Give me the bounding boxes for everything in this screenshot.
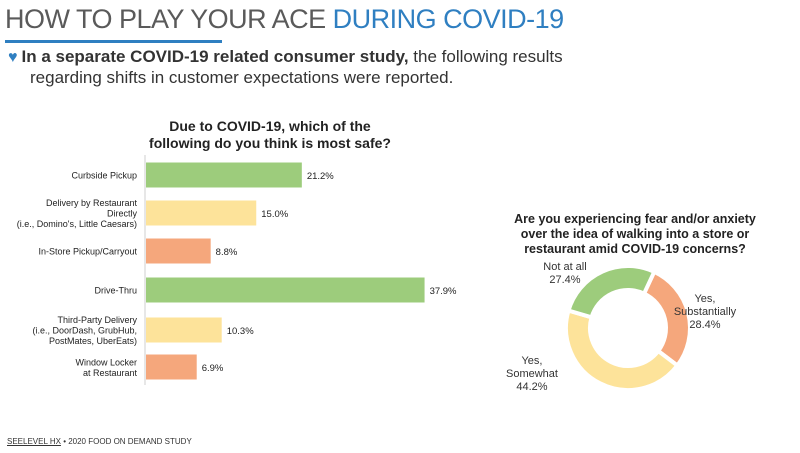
intro-rest: the following results — [413, 47, 563, 66]
bar-value-label: 6.9% — [202, 363, 224, 374]
donut-slice-label: Not at all 27.4% — [543, 261, 586, 286]
bar-category-label: Delivery by Restaurant Directly (i.e., Dom… — [17, 198, 138, 229]
intro-bold: In a separate COVID-19 related consumer … — [21, 47, 409, 66]
donut-chart: Yes, Substantially 28.4% Yes, Somewhat 44.2% N… — [506, 261, 737, 393]
bar — [146, 354, 197, 380]
bar-category-label: Drive-Thru — [94, 286, 137, 296]
footer: SEELEVEL HX • 2020 FOOD ON DEMAND STUDY — [7, 437, 192, 446]
bar — [146, 317, 222, 343]
donut-chart-title: Are you experiencing fear and/or anxiety… — [500, 212, 770, 257]
bar-category-label: Third-Party Delivery (i.e., DoorDash, Gru… — [32, 315, 137, 346]
bar — [146, 162, 302, 188]
bar-value-label: 8.8% — [216, 247, 238, 258]
heart-icon: ♥ — [8, 49, 18, 66]
donut-slice — [641, 269, 692, 369]
footer-text: • 2020 FOOD ON DEMAND STUDY — [63, 437, 192, 446]
donut-slice — [566, 264, 657, 320]
donut-chart-title-line: Are you experiencing fear and/or anxiety — [514, 212, 756, 226]
donut-chart-title-line: over the idea of walking into a store or — [520, 227, 750, 241]
footer-brand: SEELEVEL HX — [7, 437, 61, 446]
bar-value-label: 15.0% — [261, 209, 288, 220]
bar-chart-title-line: Due to COVID-19, which of the — [169, 118, 371, 134]
page-title-main: HOW TO PLAY YOUR ACE — [5, 4, 326, 34]
donut-slice-label: Yes, Somewhat 44.2% — [506, 355, 558, 393]
donut-slice-label: Yes, Substantially 28.4% — [674, 293, 737, 331]
bar — [146, 200, 257, 226]
bar-chart-title-line: following do you think is most safe? — [149, 135, 391, 151]
title-underline — [5, 40, 222, 43]
bar — [146, 238, 211, 264]
bar-category-label: Window Locker at Restaurant — [75, 357, 137, 378]
intro-text: ♥ In a separate COVID-19 related consumer… — [8, 47, 708, 88]
bar-chart: 21.2% Curbside Pickup 15.0% Delivery by Res… — [17, 155, 457, 385]
bar — [146, 277, 425, 303]
bar-value-label: 37.9% — [430, 286, 457, 297]
bar-value-label: 10.3% — [227, 326, 254, 337]
bar-chart-title: Due to COVID-19, which of the following … — [100, 118, 440, 152]
page-title-accent: DURING COVID-19 — [332, 4, 565, 34]
donut-chart-title-line: restaurant amid COVID-19 concerns? — [524, 242, 746, 256]
bar-value-label: 21.2% — [307, 171, 334, 182]
donut-slice — [564, 308, 681, 392]
bar-category-label: Curbside Pickup — [71, 171, 137, 181]
bar-category-label: In-Store Pickup/Carryout — [38, 247, 137, 257]
page-title: HOW TO PLAY YOUR ACE DURING COVID-19 — [5, 4, 564, 35]
intro-line2: regarding shifts in customer expectation… — [30, 68, 454, 87]
